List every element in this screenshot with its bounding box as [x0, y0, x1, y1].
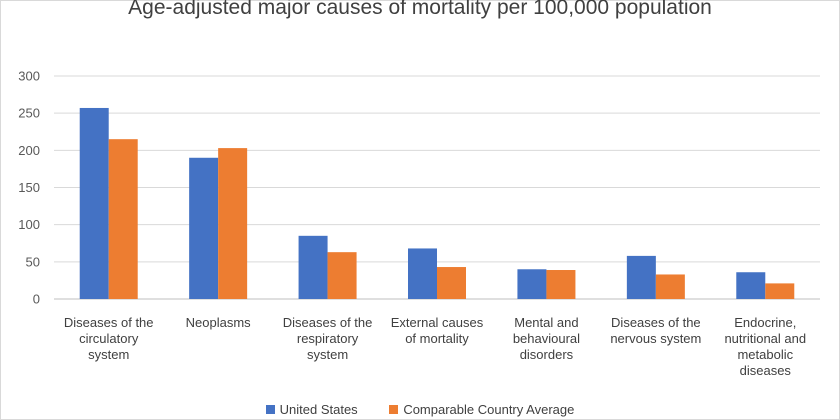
chart-title: Age-adjusted major causes of mortality p…: [128, 0, 712, 19]
bar-united-states: [626, 255, 656, 299]
y-tick-label: 200: [18, 143, 40, 158]
x-category-label-line: metabolic: [737, 347, 793, 362]
x-category-label: Diseases of the circulatory system: [64, 315, 154, 362]
bar-comparable-average: [437, 267, 466, 299]
x-category-label-line: Diseases of the: [64, 315, 154, 330]
legend-label-us: United States: [279, 402, 358, 417]
y-tick-label: 300: [18, 69, 40, 84]
legend-item-us: United States: [265, 402, 358, 417]
x-category-label-line: Neoplasms: [186, 315, 252, 330]
x-category-label-line: system: [88, 347, 129, 362]
bar-comparable-average: [327, 252, 357, 299]
bar-united-states: [408, 248, 437, 299]
bar-united-states: [189, 157, 219, 299]
bar-comparable-average: [108, 139, 138, 299]
y-tick-label: 0: [33, 292, 40, 307]
x-category-label: Diseases of the respiratory system: [283, 315, 373, 362]
bar-comparable-average: [546, 270, 576, 299]
x-category-label-line: Endocrine,: [734, 315, 796, 330]
legend-swatch-comparable: [389, 405, 399, 415]
legend-label-comparable: Comparable Country Average: [403, 402, 575, 417]
x-category-label-line: system: [307, 347, 348, 362]
x-category-label: External causes of mortality: [391, 315, 484, 346]
x-category-label-line: nutritional and: [724, 331, 806, 346]
x-category-label-line: Mental and: [514, 315, 578, 330]
x-category-label-line: circulatory: [79, 331, 139, 346]
y-tick-label: 50: [26, 254, 40, 269]
bar-united-states: [298, 235, 328, 299]
x-category-label-line: External causes: [391, 315, 484, 330]
bar-united-states: [79, 107, 109, 299]
x-category-label: Mental and behavioural disorders: [513, 315, 580, 362]
bar-comparable-average: [765, 283, 795, 299]
x-category-label-line: Diseases of the: [283, 315, 373, 330]
x-category-label: Endocrine, nutritional and metabolic diseas…: [724, 315, 806, 378]
x-category-label-line: respiratory: [297, 331, 359, 346]
y-tick-label: 100: [18, 217, 40, 232]
x-category-label-line: behavioural: [513, 331, 580, 346]
x-category-label-line: nervous system: [610, 331, 701, 346]
y-tick-label: 150: [18, 180, 40, 195]
bar-comparable-average: [655, 274, 685, 299]
x-category-label-line: disorders: [520, 347, 574, 362]
bar-comparable-average: [218, 148, 248, 299]
x-category-label: Diseases of the nervous system: [610, 315, 701, 346]
x-category-label: Neoplasms: [186, 315, 252, 330]
legend-item-comparable: Comparable Country Average: [389, 402, 574, 417]
bar-united-states: [517, 269, 547, 299]
x-category-label-line: Diseases of the: [611, 315, 701, 330]
y-tick-label: 250: [18, 106, 40, 121]
bar-united-states: [736, 272, 766, 299]
x-category-label-line: of mortality: [405, 331, 469, 346]
chart-legend: United States Comparable Country Average: [0, 402, 840, 417]
x-category-label-line: diseases: [740, 363, 792, 378]
legend-swatch-us: [265, 405, 275, 415]
